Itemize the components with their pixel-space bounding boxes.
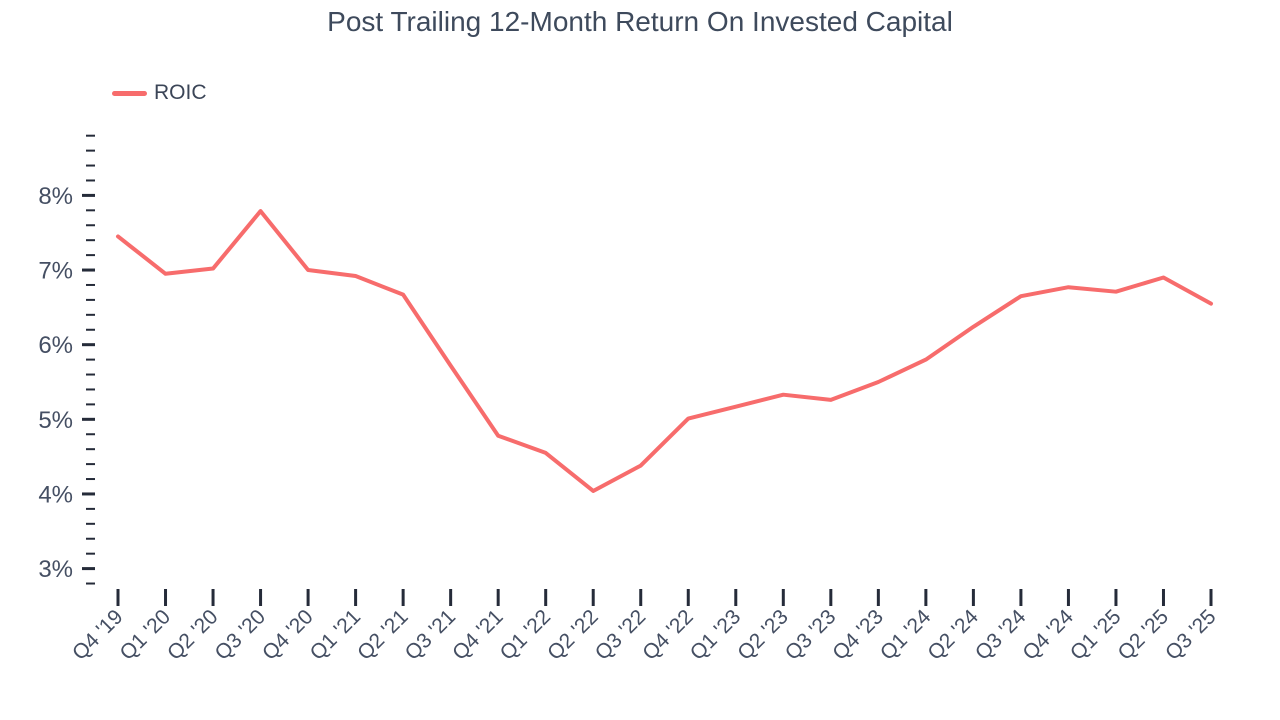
x-axis-label: Q3 '22 xyxy=(591,605,651,665)
legend: ROIC xyxy=(112,81,207,105)
x-axis-label: Q4 '20 xyxy=(258,605,318,665)
x-axis-label: Q4 '21 xyxy=(448,605,508,665)
y-axis-label: 5% xyxy=(38,407,73,434)
x-axis-label: Q4 '23 xyxy=(828,605,888,665)
chart-title: Post Trailing 12-Month Return On Investe… xyxy=(327,6,953,37)
x-axis-label: Q3 '21 xyxy=(401,605,461,665)
legend-label: ROIC xyxy=(154,81,207,104)
y-axis-label: 4% xyxy=(38,481,73,508)
x-axis-label: Q3 '20 xyxy=(211,605,271,665)
x-axis-label: Q3 '23 xyxy=(781,605,841,665)
x-axis-label: Q4 '24 xyxy=(1018,605,1078,665)
x-axis-label: Q2 '22 xyxy=(543,605,603,665)
x-axis-label: Q3 '25 xyxy=(1161,605,1221,665)
x-axis-label: Q2 '24 xyxy=(923,605,983,665)
x-axis-label: Q1 '24 xyxy=(876,605,936,665)
legend-line-swatch-icon xyxy=(112,90,147,96)
y-axis-label: 8% xyxy=(38,183,73,210)
y-axis-label: 3% xyxy=(38,556,73,583)
x-axis-label: Q2 '25 xyxy=(1113,605,1173,665)
x-axis-label: Q4 '22 xyxy=(638,605,698,665)
x-axis-label: Q2 '21 xyxy=(353,605,413,665)
roic-line xyxy=(116,209,1213,493)
x-axis-label: Q3 '24 xyxy=(971,605,1031,665)
x-axis-label: Q1 '23 xyxy=(686,605,746,665)
x-axis-label: Q1 '22 xyxy=(496,605,556,665)
x-axis-label: Q1 '25 xyxy=(1066,605,1126,665)
x-axis-label: Q1 '20 xyxy=(116,605,176,665)
x-axis-label: Q1 '21 xyxy=(306,605,366,665)
x-axis-label: Q4 '19 xyxy=(68,605,128,665)
x-axis-label: Q2 '20 xyxy=(163,605,223,665)
y-axis-label: 6% xyxy=(38,332,73,359)
y-axis-label: 7% xyxy=(38,258,73,285)
x-axis-label: Q2 '23 xyxy=(733,605,793,665)
